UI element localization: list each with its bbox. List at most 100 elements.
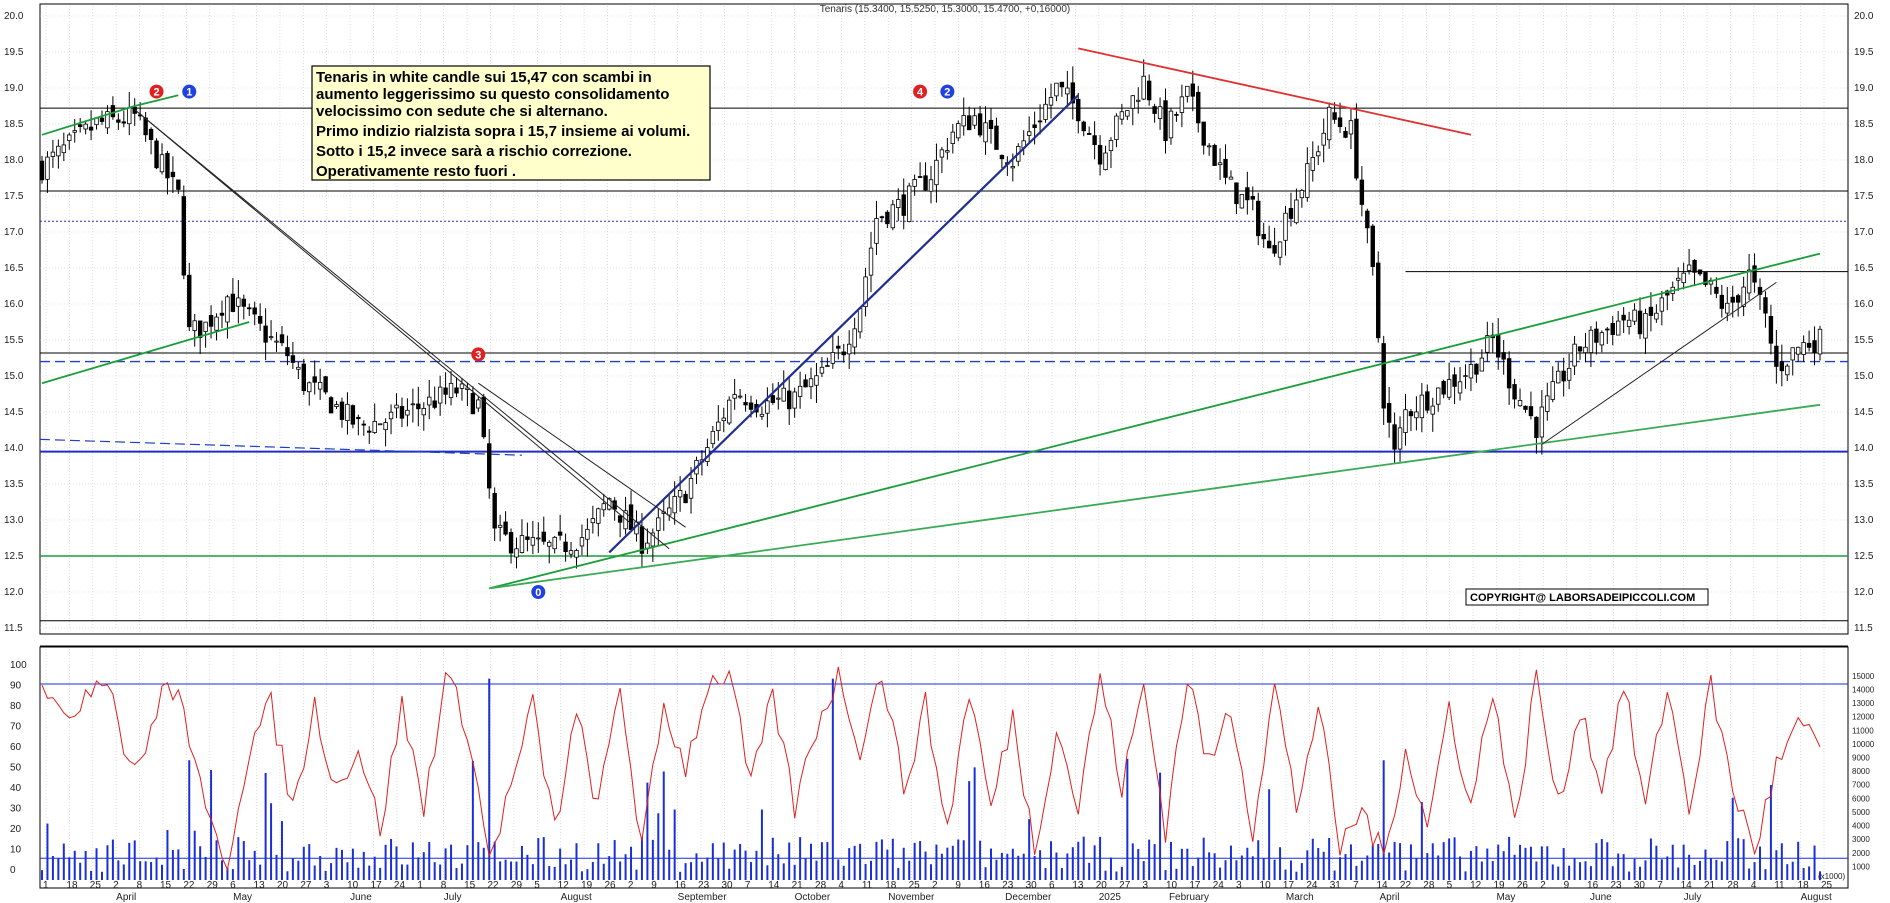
candle-body — [781, 387, 786, 402]
candle-body — [88, 126, 94, 131]
candle-body — [1795, 346, 1801, 355]
candle-body — [1686, 264, 1692, 271]
candle-body — [923, 175, 928, 191]
month-label: December — [1005, 892, 1052, 903]
day-tick: 30 — [721, 880, 733, 891]
oscillator-tick: 20 — [10, 824, 22, 835]
horizontal-levels — [39, 107, 1848, 647]
candle-body — [748, 402, 754, 410]
oscillator-tick: 0 — [10, 865, 16, 876]
candle-body — [1277, 241, 1283, 258]
candle-body — [1446, 379, 1452, 398]
candle-body — [148, 128, 154, 141]
oscillator-tick: 70 — [10, 721, 22, 732]
candle-body — [399, 406, 405, 419]
candle-body — [1599, 332, 1605, 346]
price-tick-left: 13.0 — [4, 515, 24, 526]
candle-body — [432, 400, 437, 408]
day-tick: 24 — [1306, 880, 1318, 891]
month-label: October — [795, 892, 831, 903]
oscillator-tick: 50 — [10, 762, 22, 773]
candle-body — [1790, 347, 1795, 361]
price-tick-right: 14.5 — [1854, 407, 1874, 418]
day-tick: 10 — [1166, 880, 1178, 891]
day-tick: 20 — [1096, 880, 1108, 891]
candle-body — [1359, 179, 1365, 205]
day-tick: 11 — [1774, 880, 1785, 891]
day-tick: 2 — [113, 880, 119, 891]
oscillator-tick: 80 — [10, 701, 22, 712]
day-tick: 23 — [698, 880, 710, 891]
volume-bars — [40, 678, 1848, 880]
month-label: November — [888, 892, 935, 903]
price-tick-left: 17.0 — [4, 227, 24, 238]
price-tick-left: 14.5 — [4, 407, 24, 418]
candle-body — [427, 396, 432, 406]
grid-lines — [39, 3, 1849, 889]
candle-body — [1556, 370, 1561, 384]
candle-body — [1092, 135, 1097, 145]
candle-body — [1425, 391, 1430, 411]
candle-body — [481, 396, 486, 438]
candle-body — [1196, 91, 1201, 124]
oscillator-tick: 30 — [10, 803, 22, 814]
day-tick: 13 — [254, 880, 266, 891]
candle-body — [590, 518, 596, 524]
candle-body — [1010, 166, 1016, 169]
candle-body — [416, 403, 421, 410]
candle-body — [476, 399, 481, 409]
candle-body — [1245, 187, 1250, 201]
day-tick: 24 — [1213, 880, 1225, 891]
candle-body — [1386, 403, 1392, 423]
month-label: June — [350, 892, 372, 903]
day-tick: 28 — [1727, 880, 1739, 891]
candle-body — [236, 297, 241, 307]
volume-tick: 6000 — [1852, 794, 1870, 803]
candle-body — [1496, 334, 1501, 358]
day-tick: 21 — [1704, 880, 1716, 891]
day-tick: 3 — [1143, 880, 1149, 891]
candle-body — [197, 320, 203, 339]
candle-body — [743, 402, 748, 406]
candle-body — [945, 150, 950, 153]
candle-body — [961, 115, 966, 127]
oscillator-path — [41, 666, 1821, 872]
day-tick: 22 — [183, 880, 195, 891]
wave-marker-circle — [182, 84, 197, 99]
candle-body — [1299, 190, 1305, 199]
candle-body — [814, 375, 819, 386]
candle-body — [1343, 130, 1348, 138]
candle-body — [1179, 96, 1185, 113]
candle-body — [328, 397, 334, 414]
candle-body — [1605, 328, 1610, 331]
price-tick-left: 14.0 — [4, 443, 24, 454]
candle-body — [1457, 381, 1463, 394]
candle-body — [1452, 374, 1457, 387]
candle-body — [994, 125, 999, 150]
candle-body — [579, 537, 585, 547]
candle-body — [547, 541, 552, 547]
candle-body — [1654, 312, 1659, 320]
price-tick-right: 12.5 — [1854, 551, 1874, 562]
day-tick: 27 — [300, 880, 312, 891]
price-tick-left: 15.0 — [4, 371, 24, 382]
day-tick: 6 — [230, 880, 236, 891]
candle-body — [247, 307, 252, 310]
candle-body — [912, 179, 917, 187]
price-tick-right: 17.0 — [1854, 227, 1874, 238]
candle-body — [1430, 405, 1435, 415]
candle-body — [1501, 352, 1506, 360]
day-tick: 26 — [604, 880, 616, 891]
candle-body — [1266, 240, 1272, 249]
month-label: 2025 — [1099, 892, 1122, 903]
price-tick-right: 18.0 — [1854, 155, 1874, 166]
day-tick: 27 — [1119, 880, 1131, 891]
candle-body — [1812, 340, 1817, 353]
price-tick-left: 15.5 — [4, 335, 24, 346]
day-tick: 1 — [43, 880, 49, 891]
candle-body — [388, 411, 394, 420]
price-tick-right: 17.5 — [1854, 191, 1874, 202]
day-tick: 19 — [1493, 880, 1505, 891]
candle-body — [732, 394, 737, 399]
candle-body — [274, 340, 279, 343]
